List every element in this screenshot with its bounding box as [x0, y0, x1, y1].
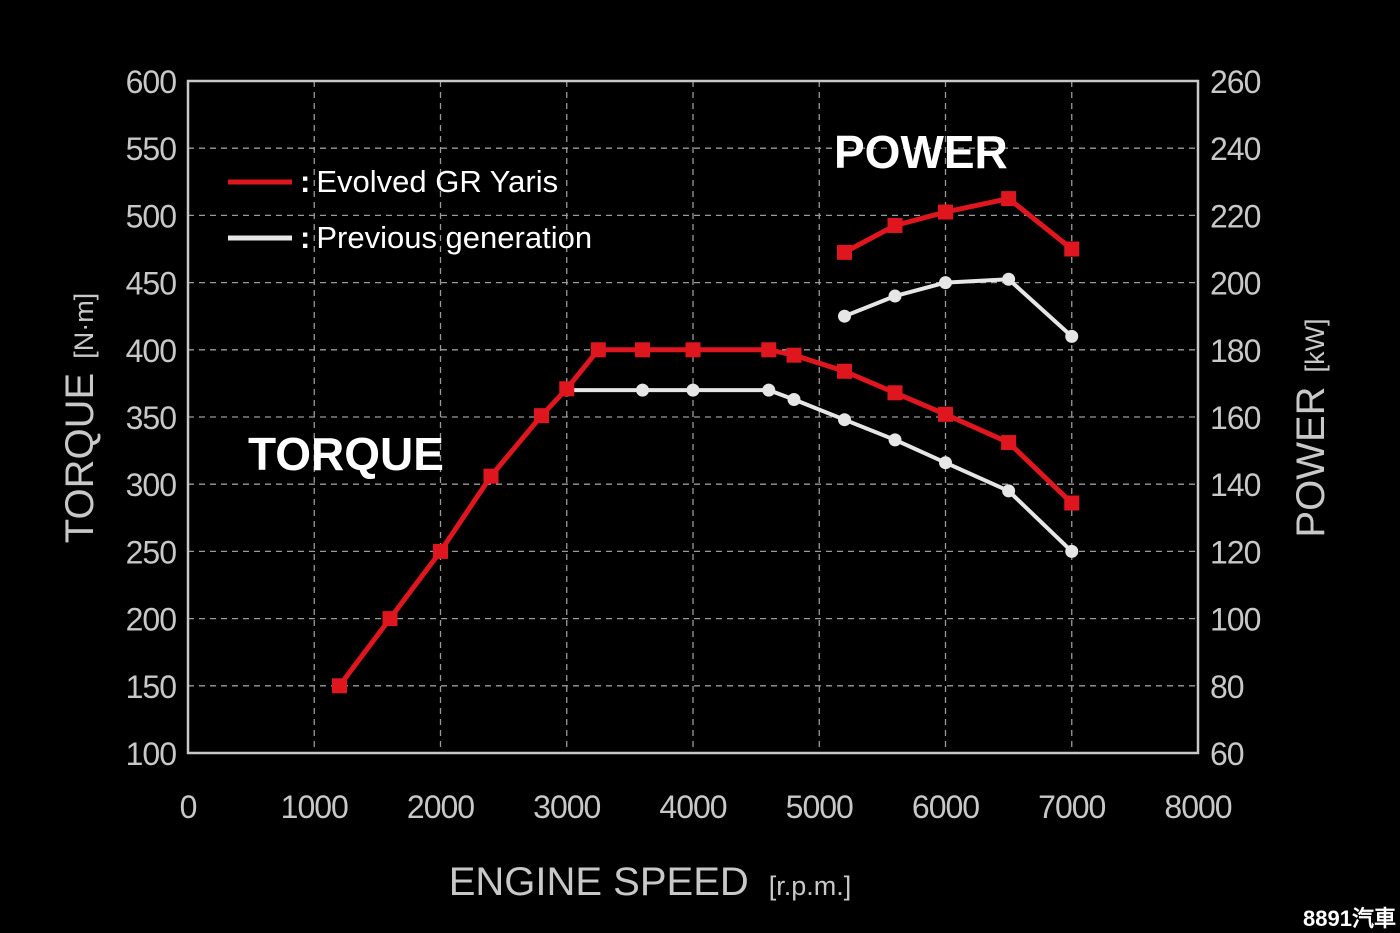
legend-label: Evolved GR Yaris	[316, 164, 558, 199]
data-point-previous-power	[838, 309, 851, 323]
torque-annotation: TORQUE	[248, 428, 444, 480]
y-right-tick-label: 60	[1210, 736, 1244, 772]
y-right-tick-label: 160	[1210, 400, 1261, 436]
y-left-tick-label: 300	[126, 467, 177, 503]
x-tick-label: 3000	[533, 789, 600, 825]
y-right-tick-label: 240	[1210, 131, 1261, 167]
plot-frame	[186, 79, 1200, 755]
series-line-evolved-power	[842, 196, 1075, 255]
y-left-tick-label: 550	[126, 131, 177, 167]
data-point-evolved-torque	[590, 342, 606, 358]
data-point-evolved-power	[887, 217, 903, 233]
x-tick-label: 4000	[659, 789, 726, 825]
data-point-evolved-power	[1064, 241, 1080, 257]
data-point-previous-torque	[838, 413, 851, 427]
y-right-tick-label: 260	[1210, 64, 1261, 100]
y-left-tick-label: 250	[126, 534, 177, 570]
y-left-tick-label: 350	[126, 400, 177, 436]
series-line-previous-torque	[564, 388, 1074, 554]
data-point-evolved-torque	[761, 342, 777, 358]
x-axis-unit: [r.p.m.]	[769, 871, 852, 901]
data-point-evolved-torque	[483, 468, 499, 484]
data-point-evolved-power	[1001, 191, 1017, 207]
data-point-previous-torque	[1065, 544, 1079, 558]
y-left-axis-title: TORQUE [N·m]	[58, 293, 102, 543]
x-tick-label: 2000	[407, 789, 474, 825]
data-point-evolved-power	[938, 204, 953, 220]
legend-item-previous: : Previous generation	[300, 220, 592, 255]
y-right-axis-label: POWER	[1289, 386, 1333, 537]
y-right-tick-label: 220	[1210, 198, 1261, 234]
y-left-tick-label: 600	[126, 64, 177, 100]
data-point-previous-torque	[636, 383, 649, 397]
x-tick-label: 6000	[912, 789, 979, 825]
y-left-tick-label: 200	[126, 602, 177, 638]
y-left-tick-label: 150	[126, 669, 177, 705]
x-tick-label: 5000	[786, 789, 853, 825]
data-point-evolved-torque	[1001, 435, 1017, 451]
legend-label: Previous generation	[316, 220, 592, 255]
data-point-evolved-torque	[1064, 495, 1080, 511]
y-right-tick-label: 100	[1210, 602, 1261, 638]
axes	[186, 79, 1200, 755]
data-point-previous-torque	[939, 456, 952, 470]
y-right-tick-label: 180	[1210, 333, 1261, 369]
legend-separator: :	[300, 220, 310, 255]
data-point-previous-power	[1002, 272, 1016, 286]
watermark-logo: 8891汽車	[1303, 906, 1396, 931]
y-right-tick-label: 200	[1210, 266, 1261, 302]
x-tick-label: 1000	[281, 789, 348, 825]
data-point-evolved-torque	[635, 342, 650, 358]
data-point-evolved-torque	[685, 342, 701, 358]
legend: : Evolved GR Yaris: Previous generation	[228, 164, 592, 255]
y-right-tick-label: 120	[1210, 534, 1261, 570]
data-point-evolved-torque	[332, 678, 347, 694]
power-annotation: POWER	[834, 126, 1008, 178]
data-point-previous-torque	[762, 383, 776, 397]
data-point-evolved-power	[837, 244, 852, 260]
series-markers	[332, 191, 1080, 694]
x-axis-title: ENGINE SPEED [r.p.m.]	[449, 860, 852, 904]
y-left-tick-label: 100	[126, 736, 177, 772]
data-point-previous-torque	[1002, 484, 1016, 498]
data-point-previous-torque	[888, 433, 902, 447]
y-left-axis-label: TORQUE	[58, 373, 102, 543]
y-right-tick-label: 140	[1210, 467, 1261, 503]
y-left-axis-unit: [N·m]	[69, 293, 99, 359]
annotations: TORQUE POWER	[248, 126, 1008, 480]
data-point-evolved-torque	[837, 363, 852, 379]
y-left-tick-label: 400	[126, 333, 177, 369]
data-point-evolved-torque	[433, 543, 448, 559]
data-point-evolved-torque	[559, 381, 575, 397]
legend-separator: :	[300, 164, 310, 199]
axis-labels: ENGINE SPEED [r.p.m.] TORQUE [N·m] POWER [kW]	[58, 293, 1333, 904]
data-point-evolved-torque	[887, 385, 903, 401]
x-tick-label: 0	[180, 789, 197, 825]
y-right-axis-unit: [kW]	[1300, 318, 1330, 372]
series-line-previous-power	[842, 277, 1074, 339]
x-tick-label: 7000	[1038, 789, 1105, 825]
y-left-tick-label: 500	[126, 198, 177, 234]
tick-labels: 100 150 200 250 300 350 400 450 500 550 600 60 80 100…	[126, 64, 1262, 825]
data-point-previous-power	[1065, 329, 1079, 343]
data-point-evolved-torque	[382, 611, 398, 627]
data-point-evolved-torque	[534, 408, 549, 424]
data-point-previous-torque	[787, 393, 801, 407]
y-left-tick-label: 450	[126, 266, 177, 302]
data-point-evolved-torque	[786, 347, 802, 363]
series-line-evolved-torque	[337, 347, 1075, 689]
y-right-axis-title: POWER [kW]	[1289, 318, 1333, 537]
data-point-previous-power	[888, 289, 902, 303]
x-tick-label: 8000	[1164, 789, 1231, 825]
x-axis-label: ENGINE SPEED	[449, 860, 749, 904]
data-point-evolved-torque	[938, 406, 953, 422]
series-lines	[337, 196, 1075, 689]
data-point-previous-power	[939, 276, 952, 290]
data-point-previous-torque	[686, 383, 700, 397]
legend-item-evolved: : Evolved GR Yaris	[300, 164, 558, 199]
y-right-tick-label: 80	[1210, 669, 1244, 705]
